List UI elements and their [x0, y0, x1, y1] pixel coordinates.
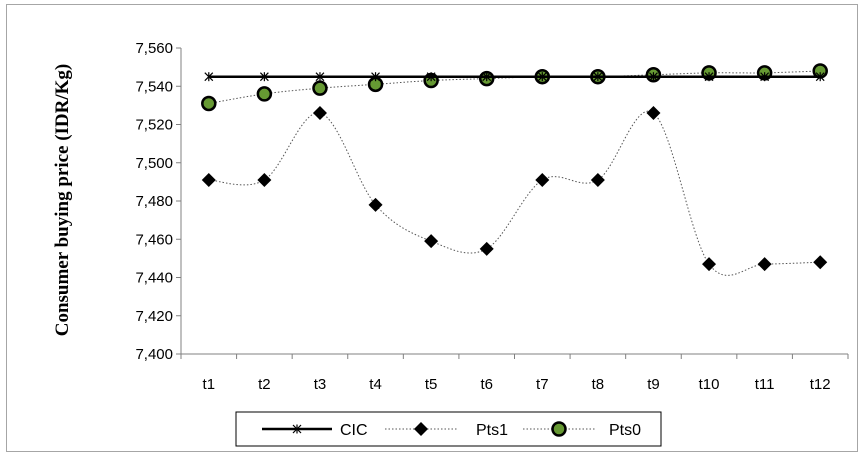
legend-label: Pts1	[476, 422, 508, 439]
x-tick-label: t7	[536, 376, 549, 393]
legend-label: CIC	[340, 422, 368, 439]
data-point-cic	[760, 72, 770, 82]
data-point-cic	[315, 72, 325, 82]
x-tick-label: t9	[647, 376, 660, 393]
legend-item-cic: CIC	[262, 422, 368, 439]
legend-item-pts1: Pts1	[385, 422, 508, 439]
data-point-pts0	[256, 86, 273, 102]
series-layer	[201, 63, 828, 276]
data-point-pts1	[590, 172, 605, 187]
x-tick-label: t8	[592, 376, 605, 393]
legend: CIC Pts1 Pts0	[235, 411, 662, 447]
series-line-pts1	[208, 110, 821, 276]
data-point-cic	[259, 72, 269, 82]
data-point-pts0	[312, 80, 328, 96]
data-point-pts1	[646, 106, 661, 121]
x-axis-ticks: t1 t2 t3 t4 t5 t6 t7 t8 t9 t10 t11 t12	[180, 354, 849, 393]
y-tick-label: 7,400	[135, 346, 173, 363]
data-point-pts1	[702, 257, 717, 272]
x-tick-label: t3	[314, 376, 327, 393]
data-point-pts1	[535, 172, 550, 187]
data-point-pts1	[257, 172, 272, 187]
data-point-pts1	[368, 197, 383, 212]
data-point-cic	[704, 72, 714, 82]
legend-item-pts0: Pts0	[523, 421, 641, 439]
data-point-cic	[593, 72, 603, 82]
y-axis-label: Consumer buying price (IDR/Kg)	[52, 64, 73, 337]
x-tick-label: t5	[425, 376, 438, 393]
data-point-pts1	[201, 172, 216, 187]
legend-label: Pts0	[609, 422, 641, 439]
x-tick-label: t11	[755, 376, 775, 393]
x-tick-label: t2	[258, 376, 271, 393]
legend-marker	[551, 421, 567, 437]
data-point-cic	[371, 72, 380, 82]
data-point-pts1	[757, 257, 772, 272]
x-tick-label: t10	[699, 376, 720, 393]
y-tick-label: 7,480	[135, 193, 173, 210]
data-point-pts0	[201, 95, 217, 112]
x-tick-label: t6	[480, 376, 493, 393]
series-cic	[204, 72, 825, 82]
y-tick-label: 7,500	[135, 155, 173, 172]
data-point-pts1	[813, 255, 828, 270]
data-point-cic	[815, 72, 825, 82]
y-tick-label: 7,560	[135, 40, 173, 57]
legend-marker	[292, 424, 302, 434]
data-point-pts1	[424, 234, 439, 249]
y-tick-label: 7,440	[135, 270, 173, 287]
y-axis-ticks: 7,400 7,420 7,440 7,460 7,480 7,500 7,520 7,540…	[135, 40, 181, 363]
data-point-cic	[204, 72, 214, 82]
series-pts1	[201, 106, 828, 276]
y-tick-label: 7,540	[135, 78, 173, 95]
x-tick-label: t4	[369, 376, 382, 393]
axes	[180, 48, 848, 355]
y-tick-label: 7,520	[135, 117, 173, 134]
data-point-pts1	[312, 106, 327, 121]
data-point-cic	[537, 72, 547, 82]
x-tick-label: t12	[810, 376, 831, 393]
y-tick-label: 7,460	[135, 231, 173, 248]
data-point-cic	[649, 72, 658, 82]
data-point-pts1	[479, 241, 494, 256]
legend-marker	[414, 422, 428, 436]
data-point-cic	[482, 72, 492, 82]
data-point-cic	[426, 72, 436, 82]
x-tick-label: t1	[203, 376, 216, 393]
series-pts0	[201, 63, 828, 112]
y-tick-label: 7,420	[135, 308, 173, 325]
